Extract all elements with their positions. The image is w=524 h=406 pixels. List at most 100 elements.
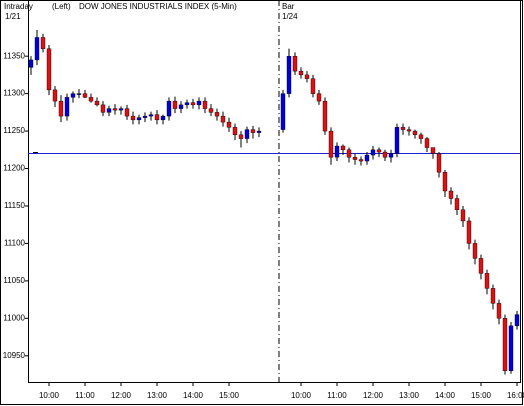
candle-body — [202, 100, 208, 109]
candle-body — [100, 104, 106, 113]
candle-body — [442, 172, 448, 192]
candle-body — [388, 153, 394, 158]
candle-body — [322, 100, 328, 132]
candle-body — [82, 93, 88, 98]
day-label: 1/21 — [5, 12, 21, 21]
candle-body — [352, 157, 358, 160]
x-tick-label: 16:00 — [507, 391, 524, 400]
candle-body — [508, 325, 514, 371]
candle-body — [424, 138, 430, 148]
y-tick-label: 11000 — [3, 313, 25, 322]
candle-body — [130, 115, 136, 121]
candle-body — [358, 159, 364, 162]
candle-body — [496, 303, 502, 319]
candle-body — [328, 130, 334, 158]
candle-body — [52, 89, 58, 102]
candle-body — [196, 100, 202, 106]
x-tick-label: 13:00 — [399, 391, 420, 400]
candle-body — [304, 74, 310, 79]
candle-body — [34, 37, 40, 61]
candle-body — [166, 100, 172, 117]
candle-body — [142, 115, 148, 118]
candle-body — [208, 108, 214, 113]
candle-body — [220, 115, 226, 123]
y-tick-label: 11250 — [3, 126, 25, 135]
candle-body — [28, 59, 34, 68]
candle-body — [472, 243, 478, 259]
candle-body — [418, 134, 424, 139]
candle-body — [160, 115, 166, 121]
y-tick-label: 11350 — [3, 51, 25, 60]
candle-body — [88, 97, 94, 102]
candle-body — [406, 129, 412, 132]
candle-body — [346, 149, 352, 158]
candle-body — [124, 108, 130, 117]
y-tick-label: 11200 — [3, 164, 25, 173]
y-tick-label: 11150 — [4, 201, 26, 210]
candle-body — [214, 112, 220, 117]
x-tick-label: 12:00 — [363, 391, 384, 400]
x-tick-label: 10:00 — [291, 391, 312, 400]
x-tick-label: 15:00 — [219, 391, 240, 400]
x-tick-label: 11:00 — [75, 391, 95, 400]
day-label: Bar — [282, 2, 295, 11]
candle-body — [514, 314, 520, 327]
x-tick-label: 13:00 — [147, 391, 168, 400]
candle-body — [226, 121, 232, 128]
candle-body — [466, 220, 472, 244]
candle-body — [280, 93, 286, 130]
x-tick-label: 10:00 — [39, 391, 60, 400]
candle-body — [412, 130, 418, 136]
candle-body — [58, 100, 64, 117]
x-tick-label: 14:00 — [183, 391, 204, 400]
candle-body — [184, 102, 190, 106]
day-label: 1/24 — [282, 12, 298, 21]
candle-body — [232, 127, 238, 136]
candle-body — [340, 145, 346, 151]
candle-body — [286, 55, 292, 94]
candle-body — [190, 102, 196, 106]
candle-body — [292, 55, 298, 72]
candle-body — [454, 198, 460, 210]
candle-body — [448, 190, 454, 199]
candle-body — [394, 127, 400, 154]
plot-frame — [28, 0, 521, 383]
candle-body — [178, 104, 184, 109]
candle-body — [76, 93, 82, 95]
candle-body — [376, 149, 382, 153]
candle-body — [46, 48, 52, 91]
candle-body — [244, 129, 250, 139]
candle-body — [364, 154, 370, 162]
y-tick-label: 10950 — [3, 351, 26, 360]
candle-body — [436, 153, 442, 173]
candle-body — [172, 100, 178, 109]
candle-body — [70, 93, 76, 98]
candle-body — [484, 273, 490, 289]
candle-body — [382, 151, 388, 158]
candle-body — [148, 114, 154, 117]
x-tick-label: 15:00 — [471, 391, 492, 400]
y-tick-label: 11050 — [3, 276, 25, 285]
x-tick-label: 14:00 — [435, 391, 456, 400]
y-tick-label: 11100 — [4, 239, 26, 248]
candle-body — [106, 108, 112, 113]
chart-title: DOW JONES INDUSTRIALS INDEX (5-Min) — [79, 2, 237, 11]
candle-body — [490, 288, 496, 304]
candle-body — [478, 258, 484, 274]
x-tick-label: 12:00 — [111, 391, 132, 400]
candle-body — [112, 108, 118, 111]
candle-body — [40, 37, 46, 49]
candle-body — [298, 70, 304, 76]
candle-body — [118, 108, 124, 111]
header-text: Intraday — [4, 2, 33, 11]
candle-body — [400, 127, 406, 130]
candle-body — [250, 129, 256, 133]
candle-body — [64, 97, 70, 117]
x-tick-label: 11:00 — [327, 391, 347, 400]
candle-body — [94, 100, 100, 106]
candle-body — [334, 145, 340, 158]
candle-body — [136, 117, 142, 121]
candle-body — [502, 318, 508, 371]
